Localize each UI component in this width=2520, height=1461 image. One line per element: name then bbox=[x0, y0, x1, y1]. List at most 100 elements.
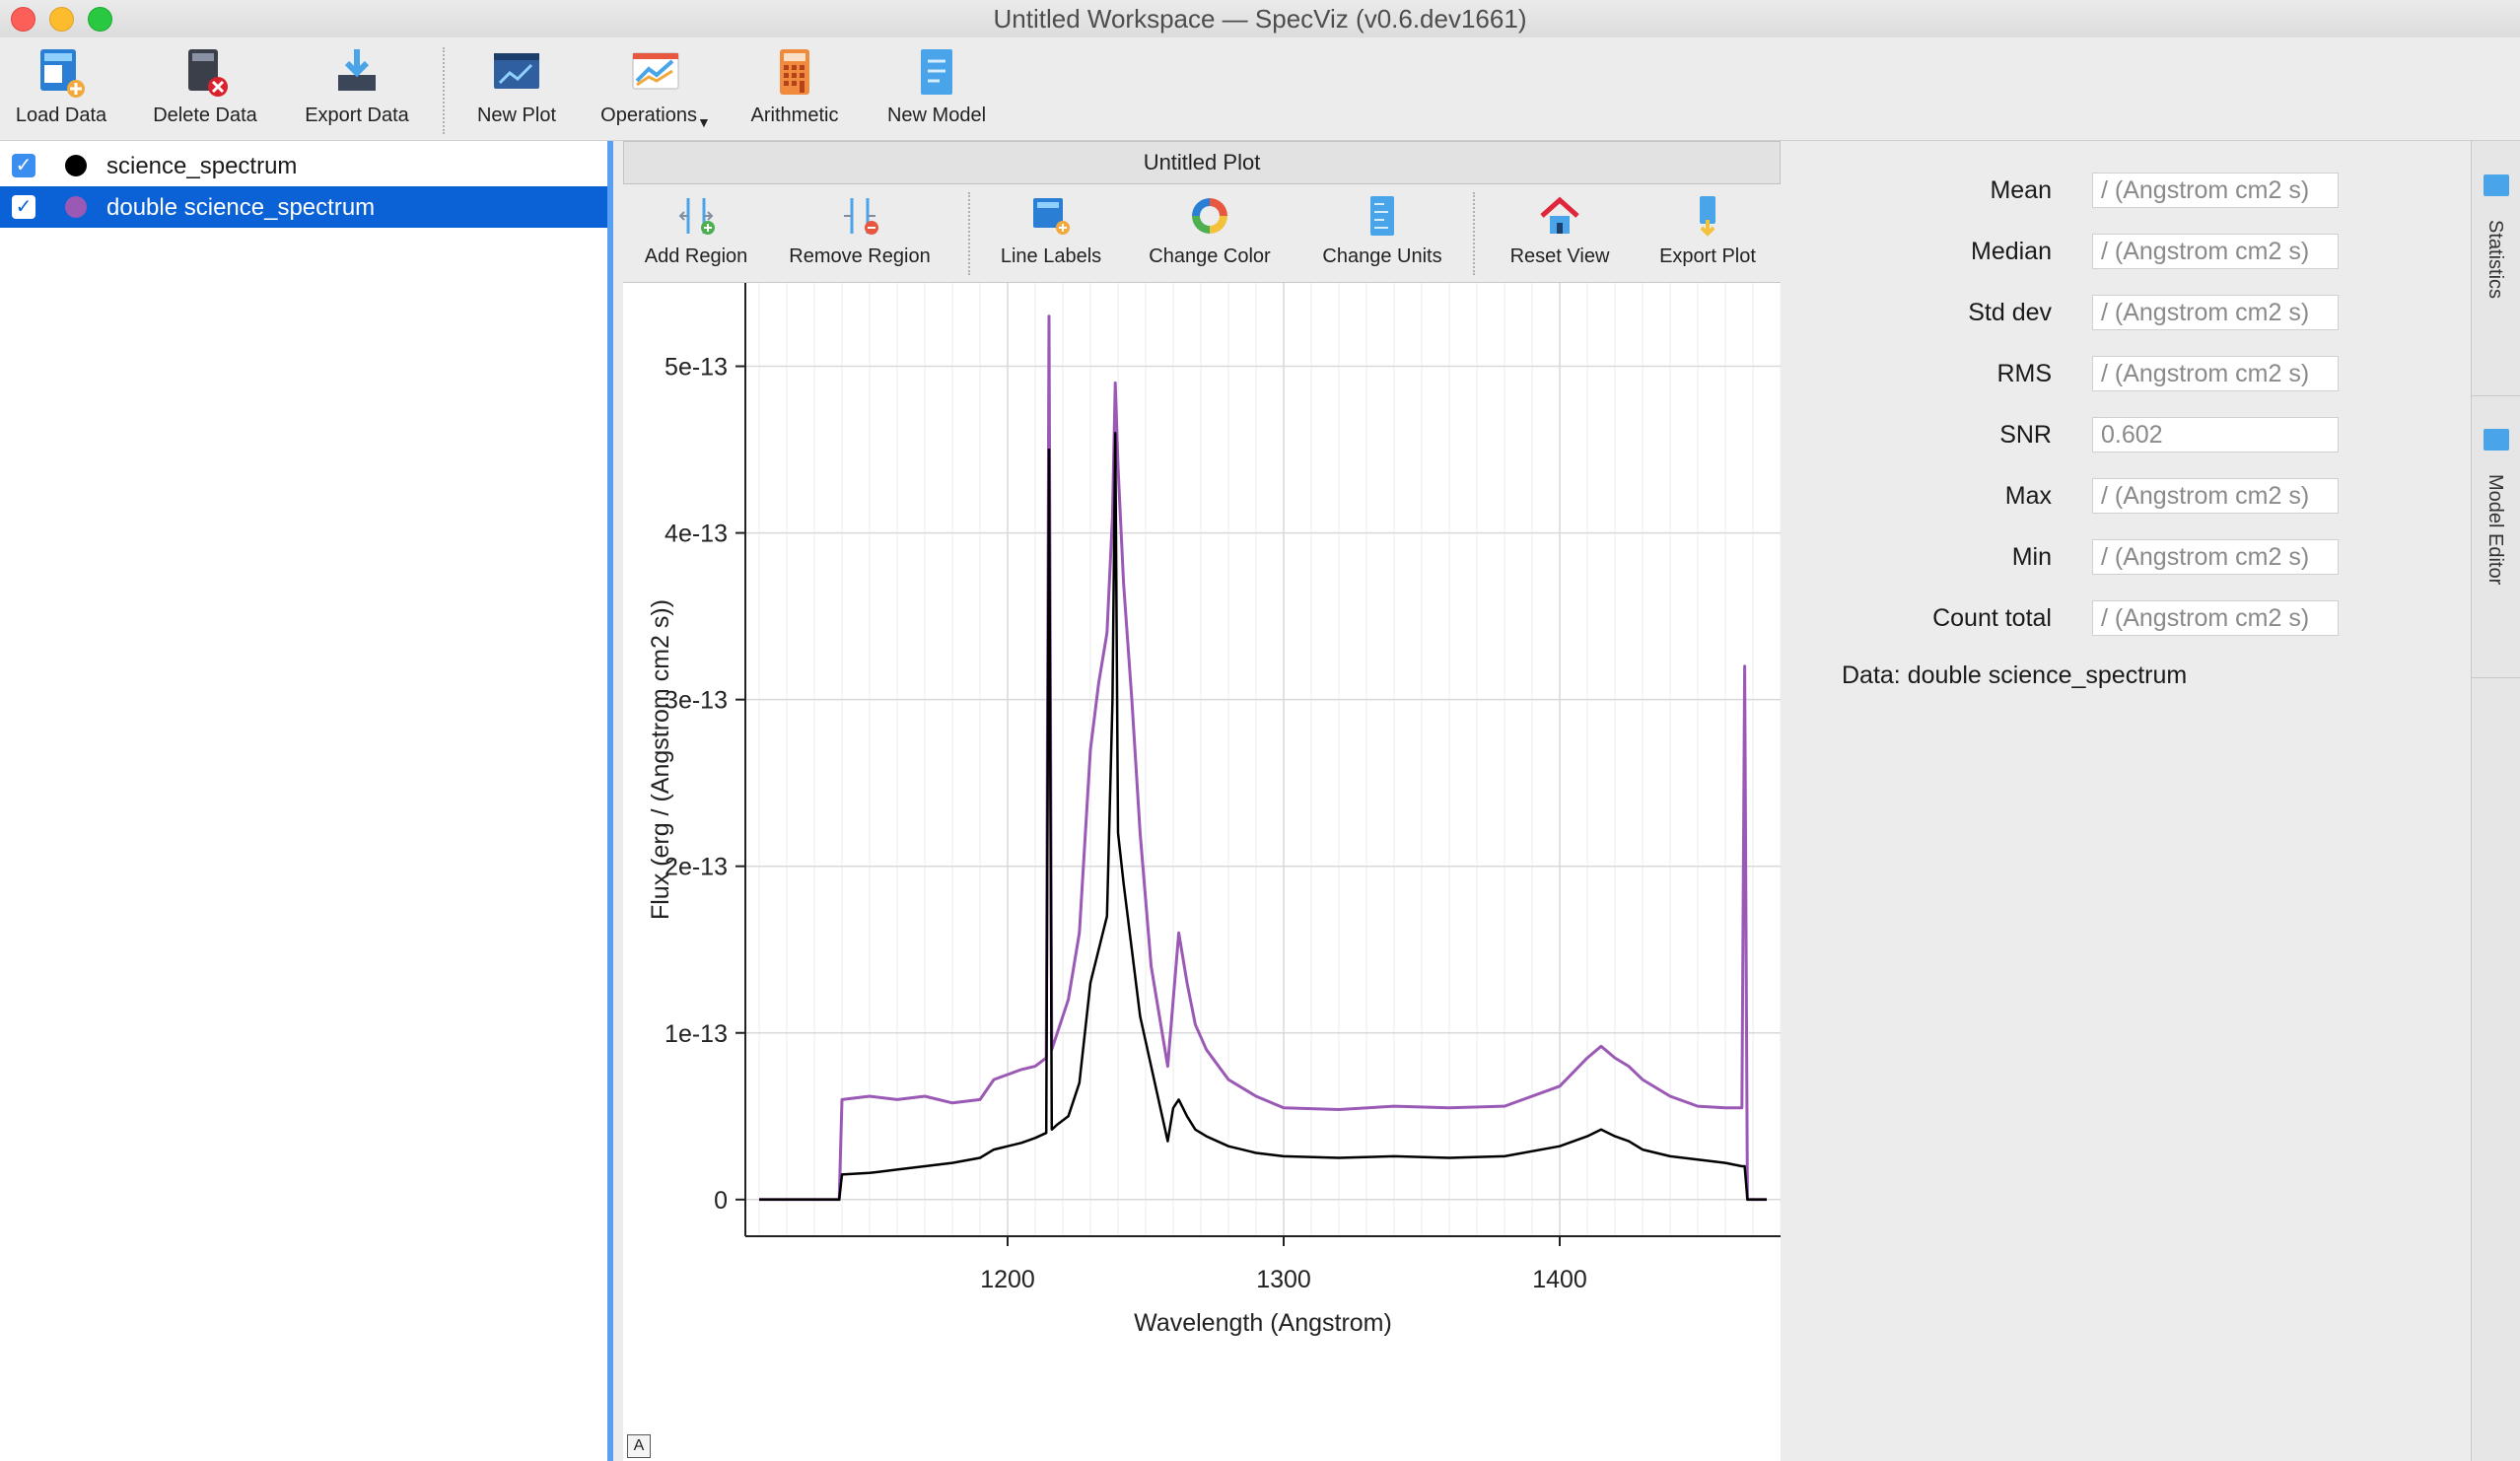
stats-data-source: Data: double science_spectrum bbox=[1842, 661, 2188, 689]
change-color-button[interactable]: Change Color bbox=[1136, 184, 1284, 283]
tab-model-editor-label: Model Editor bbox=[2485, 474, 2506, 586]
new-model-button[interactable]: New Model bbox=[868, 37, 1006, 140]
reset-view-button[interactable]: Reset View bbox=[1489, 184, 1631, 283]
tab-statistics-label: Statistics bbox=[2485, 220, 2506, 300]
stat-label: Median bbox=[1971, 238, 2052, 265]
spectrum-series-line bbox=[759, 431, 1767, 1202]
stat-label: Std dev bbox=[1968, 299, 2052, 326]
plot-window: Untitled Plot Add Region Remove Region bbox=[623, 141, 1781, 1461]
new-plot-label: New Plot bbox=[476, 104, 557, 126]
stat-label: Min bbox=[2011, 543, 2052, 571]
toolbar-separator bbox=[443, 47, 445, 134]
change-color-label: Change Color bbox=[1149, 245, 1271, 267]
delete-data-button[interactable]: Delete Data bbox=[138, 37, 272, 140]
export-plot-icon bbox=[1700, 196, 1715, 237]
data-list-item-selected[interactable]: ✓ double science_spectrum bbox=[0, 186, 607, 228]
remove-region-icon bbox=[844, 198, 878, 235]
close-window-button[interactable] bbox=[11, 7, 35, 32]
export-data-icon bbox=[338, 49, 376, 91]
minimize-window-button[interactable] bbox=[49, 7, 74, 32]
x-axis-title: Wavelength (Angstrom) bbox=[1134, 1309, 1392, 1337]
y-tick-label: 0 bbox=[714, 1187, 728, 1215]
stat-value-field[interactable]: / (Angstrom cm2 s) bbox=[2092, 600, 2339, 636]
operations-icon bbox=[632, 52, 679, 90]
operations-menu-button[interactable]: Operations▼ bbox=[590, 37, 722, 140]
add-region-button[interactable]: Add Region bbox=[623, 184, 769, 283]
stat-label: Mean bbox=[1990, 176, 2052, 204]
x-tick-label: 1300 bbox=[1256, 1266, 1311, 1293]
plot-toolbar: Add Region Remove Region Line Labels bbox=[623, 184, 1781, 283]
y-tick-label: 3e-13 bbox=[665, 687, 728, 715]
x-tick-label: 1200 bbox=[980, 1266, 1035, 1293]
new-model-label: New Model bbox=[886, 104, 987, 126]
zoom-window-button[interactable] bbox=[88, 7, 112, 32]
change-units-label: Change Units bbox=[1322, 245, 1442, 267]
new-plot-icon bbox=[494, 53, 539, 89]
export-plot-button[interactable]: Export Plot bbox=[1639, 184, 1777, 283]
line-labels-icon bbox=[1033, 198, 1070, 235]
export-plot-label: Export Plot bbox=[1659, 245, 1756, 267]
visibility-checkbox[interactable]: ✓ bbox=[12, 195, 35, 219]
spectrum-series-line bbox=[759, 314, 1767, 1202]
change-units-icon bbox=[1370, 196, 1394, 236]
stat-value-field[interactable]: / (Angstrom cm2 s) bbox=[2092, 234, 2339, 269]
tab-statistics[interactable]: Statistics bbox=[2472, 141, 2520, 396]
spectrum-chart: 0 1e-13 2e-13 3e-13 4e-13 5e-13 1200 1300 1400 Wa… bbox=[647, 283, 1781, 1337]
statistics-tab-icon bbox=[2484, 174, 2509, 196]
operations-label: Operations▼ bbox=[590, 104, 722, 130]
home-icon bbox=[1540, 196, 1579, 234]
operations-label-text: Operations bbox=[600, 104, 697, 126]
load-data-label: Load Data bbox=[15, 104, 107, 126]
remove-region-button[interactable]: Remove Region bbox=[771, 184, 948, 283]
new-model-icon bbox=[921, 49, 952, 95]
add-region-icon bbox=[678, 198, 715, 235]
plot-toolbar-separator bbox=[968, 192, 970, 275]
dropdown-arrow-icon: ▼ bbox=[696, 114, 711, 130]
y-axis-title: Flux (erg / (Angstrom cm2 s)) bbox=[647, 599, 674, 920]
stat-value-field[interactable]: / (Angstrom cm2 s) bbox=[2092, 478, 2339, 514]
line-labels-button[interactable]: Line Labels bbox=[986, 184, 1116, 283]
plot-title: Untitled Plot bbox=[623, 141, 1781, 184]
x-tick-label: 1400 bbox=[1532, 1266, 1587, 1293]
stat-value-field[interactable]: / (Angstrom cm2 s) bbox=[2092, 539, 2339, 575]
line-labels-label: Line Labels bbox=[1000, 245, 1102, 267]
calculator-icon bbox=[780, 49, 809, 95]
stat-value-field[interactable]: 0.602 bbox=[2092, 417, 2339, 452]
arithmetic-label: Arithmetic bbox=[750, 104, 839, 126]
arithmetic-button[interactable]: Arithmetic bbox=[737, 37, 852, 140]
data-item-label: science_spectrum bbox=[106, 153, 298, 179]
remove-region-label: Remove Region bbox=[789, 245, 931, 267]
spectrum-plot[interactable]: 0 1e-13 2e-13 3e-13 4e-13 5e-13 1200 1300 1400 Wa… bbox=[623, 283, 1781, 1461]
load-data-button[interactable]: Load Data bbox=[0, 37, 122, 140]
load-data-icon bbox=[40, 49, 85, 98]
stat-value-field[interactable]: / (Angstrom cm2 s) bbox=[2092, 173, 2339, 208]
reset-view-label: Reset View bbox=[1509, 245, 1610, 267]
y-tick-label: 4e-13 bbox=[665, 521, 728, 548]
data-list-item[interactable]: ✓ science_spectrum bbox=[0, 145, 607, 186]
color-wheel-icon bbox=[1192, 198, 1227, 234]
new-plot-button[interactable]: New Plot bbox=[459, 37, 574, 140]
tab-model-editor[interactable]: Model Editor bbox=[2472, 395, 2520, 678]
stat-label: Max bbox=[2004, 482, 2052, 510]
export-data-label: Export Data bbox=[305, 104, 409, 126]
model-editor-tab-icon bbox=[2484, 429, 2509, 451]
y-tick-label: 5e-13 bbox=[665, 354, 728, 382]
y-tick-label: 1e-13 bbox=[665, 1020, 728, 1048]
window-title: Untitled Workspace — SpecViz (v0.6.dev16… bbox=[993, 4, 1527, 34]
stat-value-field[interactable]: / (Angstrom cm2 s) bbox=[2092, 356, 2339, 391]
change-units-button[interactable]: Change Units bbox=[1303, 184, 1461, 283]
add-region-label: Add Region bbox=[644, 245, 748, 267]
autoscale-button[interactable]: A bbox=[627, 1434, 651, 1458]
visibility-checkbox[interactable]: ✓ bbox=[12, 154, 35, 177]
stat-label: SNR bbox=[1999, 421, 2052, 449]
stat-value-field[interactable]: / (Angstrom cm2 s) bbox=[2092, 295, 2339, 330]
delete-data-icon bbox=[188, 49, 228, 97]
data-list-panel: ✓ science_spectrum ✓ double science_spec… bbox=[0, 141, 613, 1461]
plot-toolbar-separator bbox=[1473, 192, 1475, 275]
title-bar: Untitled Workspace — SpecViz (v0.6.dev16… bbox=[0, 0, 2520, 38]
export-data-button[interactable]: Export Data bbox=[288, 37, 426, 140]
delete-data-label: Delete Data bbox=[153, 104, 257, 126]
side-dock-tabs: Statistics Model Editor bbox=[2471, 141, 2520, 1461]
stat-label: Count total bbox=[1932, 604, 2052, 632]
main-toolbar: Load Data Delete Data Export Data New Pl… bbox=[0, 37, 2520, 141]
